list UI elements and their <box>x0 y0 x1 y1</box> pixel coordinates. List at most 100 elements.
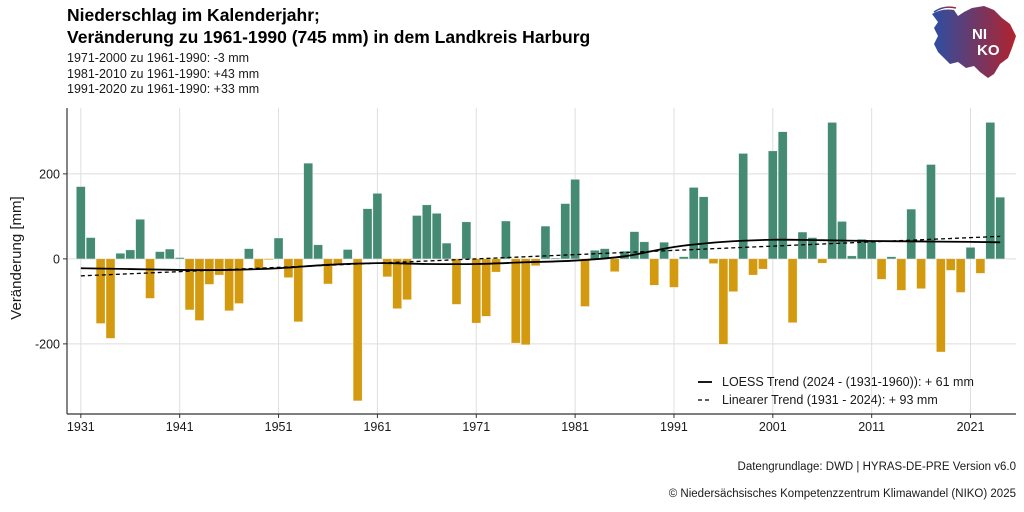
bar-2020 <box>955 258 966 293</box>
bar-1991 <box>669 258 679 288</box>
bar-1969 <box>451 258 462 305</box>
y-tick-label: -200 <box>35 337 60 351</box>
bar-1934 <box>105 258 116 339</box>
axes <box>63 108 1016 418</box>
bar-1979 <box>550 257 560 260</box>
bar-1978 <box>540 225 551 260</box>
bar-1970 <box>461 221 472 260</box>
bar-1954 <box>303 163 313 260</box>
bar-1963 <box>392 258 402 309</box>
bar-2002 <box>778 131 788 260</box>
bar-1966 <box>422 204 432 260</box>
x-tick-label: 2001 <box>759 420 787 434</box>
logo-text-ko: KO <box>977 42 1000 59</box>
bar-1931 <box>76 186 86 260</box>
bar-1985 <box>610 258 620 272</box>
bar-1940 <box>165 248 175 260</box>
bar-1942 <box>184 258 195 311</box>
bar-1937 <box>135 219 145 260</box>
bar-2017 <box>926 164 936 260</box>
bar-1950 <box>264 258 274 260</box>
x-tick-label: 1981 <box>561 420 589 434</box>
bar-1973 <box>491 258 501 273</box>
bar-2013 <box>886 256 897 260</box>
y-tick-label: 0 <box>53 252 60 266</box>
bar-1987 <box>629 231 640 260</box>
bar-1953 <box>293 258 303 322</box>
bar-1933 <box>95 258 106 324</box>
bar-1959 <box>352 258 363 402</box>
bar-1976 <box>521 258 531 345</box>
bar-1974 <box>501 220 511 260</box>
bar-1983 <box>590 250 600 260</box>
bar-2024 <box>995 197 1005 260</box>
chart-title-line-2: Veränderung zu 1961-1990 (745 mm) in dem… <box>67 27 591 47</box>
bar-1982 <box>580 258 590 307</box>
legend-loess-label: LOESS Trend (2024 - (1931-1960)): + 61 m… <box>722 375 974 389</box>
bar-2014 <box>896 258 906 291</box>
bar-2019 <box>946 258 956 271</box>
bar-1981 <box>570 179 580 260</box>
bar-2001 <box>768 150 778 260</box>
bar-1972 <box>481 258 491 317</box>
x-tick-label: 1941 <box>166 420 194 434</box>
x-tick-label: 1961 <box>363 420 391 434</box>
legend: LOESS Trend (2024 - (1931-1960)): + 61 m… <box>698 375 974 407</box>
bar-1958 <box>343 249 353 260</box>
bar-1967 <box>432 213 442 260</box>
chart-title-line-1: Niederschlag im Kalenderjahr; <box>67 5 320 25</box>
bar-1939 <box>155 251 165 260</box>
bar-1947 <box>234 258 244 304</box>
bar-2021 <box>965 247 976 260</box>
data-source-caption: Datengrundlage: DWD | HYRAS-DE-PRE Versi… <box>737 461 1016 473</box>
bar-1975 <box>511 258 521 344</box>
bar-1995 <box>708 258 719 264</box>
x-tick-label: 1991 <box>660 420 688 434</box>
x-tick-label: 1951 <box>265 420 293 434</box>
bar-1941 <box>175 257 185 260</box>
bar-2007 <box>827 122 837 260</box>
chart-subtitle: 1971-2000 zu 1961-1990: -3 mm 1981-2010 … <box>67 51 259 98</box>
bar-1997 <box>728 258 738 292</box>
bar-1951 <box>273 237 284 260</box>
bar-1943 <box>194 258 205 321</box>
bar-1949 <box>254 258 264 269</box>
bar-1944 <box>204 258 214 285</box>
bar-1988 <box>639 241 649 260</box>
copyright-caption: © Niedersächsisches Kompetenzzentrum Kli… <box>668 488 1016 500</box>
bar-2016 <box>916 258 926 289</box>
trend-lines <box>80 235 1001 277</box>
bar-1936 <box>125 249 135 260</box>
bar-1999 <box>748 258 758 276</box>
bar-2022 <box>975 258 986 274</box>
bar-1964 <box>402 258 412 300</box>
linear-trend-line <box>80 235 1001 277</box>
bar-2023 <box>985 122 995 260</box>
bar-1993 <box>689 187 699 260</box>
chart-title: Niederschlag im Kalenderjahr; Veränderun… <box>67 4 590 48</box>
subtitle-line-3: 1991-2020 zu 1961-1990: +33 mm <box>67 82 260 96</box>
bar-1992 <box>679 256 689 260</box>
bar-1994 <box>698 196 709 260</box>
bar-2006 <box>817 258 827 264</box>
x-tick-label: 2021 <box>957 420 985 434</box>
bar-1946 <box>224 258 234 311</box>
bar-1948 <box>244 248 254 260</box>
bar-1961 <box>372 193 383 260</box>
bar-1998 <box>738 153 748 260</box>
x-tick-label: 1931 <box>67 420 95 434</box>
bar-1932 <box>86 237 96 260</box>
bar-1968 <box>441 242 452 260</box>
bar-2005 <box>807 237 818 260</box>
bar-2018 <box>936 258 946 353</box>
x-tick-label: 1971 <box>462 420 490 434</box>
bar-1971 <box>471 258 481 324</box>
bar-1989 <box>649 258 659 286</box>
bar-2009 <box>847 255 857 260</box>
bar-1960 <box>362 208 373 260</box>
niedersachsen-map-icon <box>932 6 1016 78</box>
bar-1955 <box>313 244 323 260</box>
bars <box>76 122 1005 402</box>
x-tick-label: 2011 <box>858 420 885 434</box>
